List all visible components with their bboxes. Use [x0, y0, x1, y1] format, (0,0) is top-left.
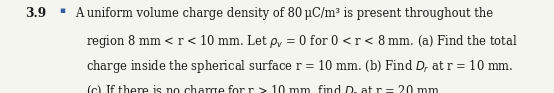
Text: 3.9: 3.9: [25, 7, 46, 20]
Text: ▪: ▪: [59, 6, 65, 15]
Text: (c) If there is no charge for r > 10 mm, find $D_r$ at r = 20 mm.: (c) If there is no charge for r > 10 mm,…: [86, 83, 443, 93]
Text: charge inside the spherical surface r = 10 mm. (b) Find $D_r$ at r = 10 mm.: charge inside the spherical surface r = …: [86, 58, 514, 75]
Text: region 8 mm < r < 10 mm. Let $\rho_v$ = 0 for 0 < r < 8 mm. (a) Find the total: region 8 mm < r < 10 mm. Let $\rho_v$ = …: [86, 33, 517, 50]
Text: A uniform volume charge density of 80 μC/m³ is present throughout the: A uniform volume charge density of 80 μC…: [75, 7, 493, 20]
